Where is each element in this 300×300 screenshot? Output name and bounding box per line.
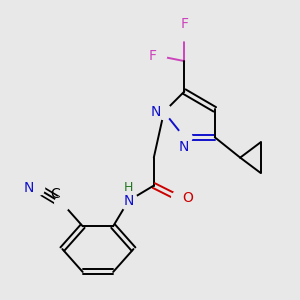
Text: N: N <box>151 105 161 119</box>
Text: F: F <box>180 16 188 31</box>
Circle shape <box>177 26 192 41</box>
Circle shape <box>172 190 187 206</box>
Text: N: N <box>24 181 34 195</box>
Circle shape <box>29 181 45 196</box>
Circle shape <box>121 193 136 208</box>
Text: H: H <box>124 182 133 194</box>
Text: O: O <box>182 191 193 205</box>
Circle shape <box>177 130 192 145</box>
Circle shape <box>55 196 70 211</box>
Circle shape <box>119 192 138 210</box>
Circle shape <box>156 104 172 119</box>
Circle shape <box>151 48 166 64</box>
Text: N: N <box>179 140 190 154</box>
Text: N: N <box>123 194 134 208</box>
Text: F: F <box>148 49 156 63</box>
Text: C: C <box>50 187 60 201</box>
